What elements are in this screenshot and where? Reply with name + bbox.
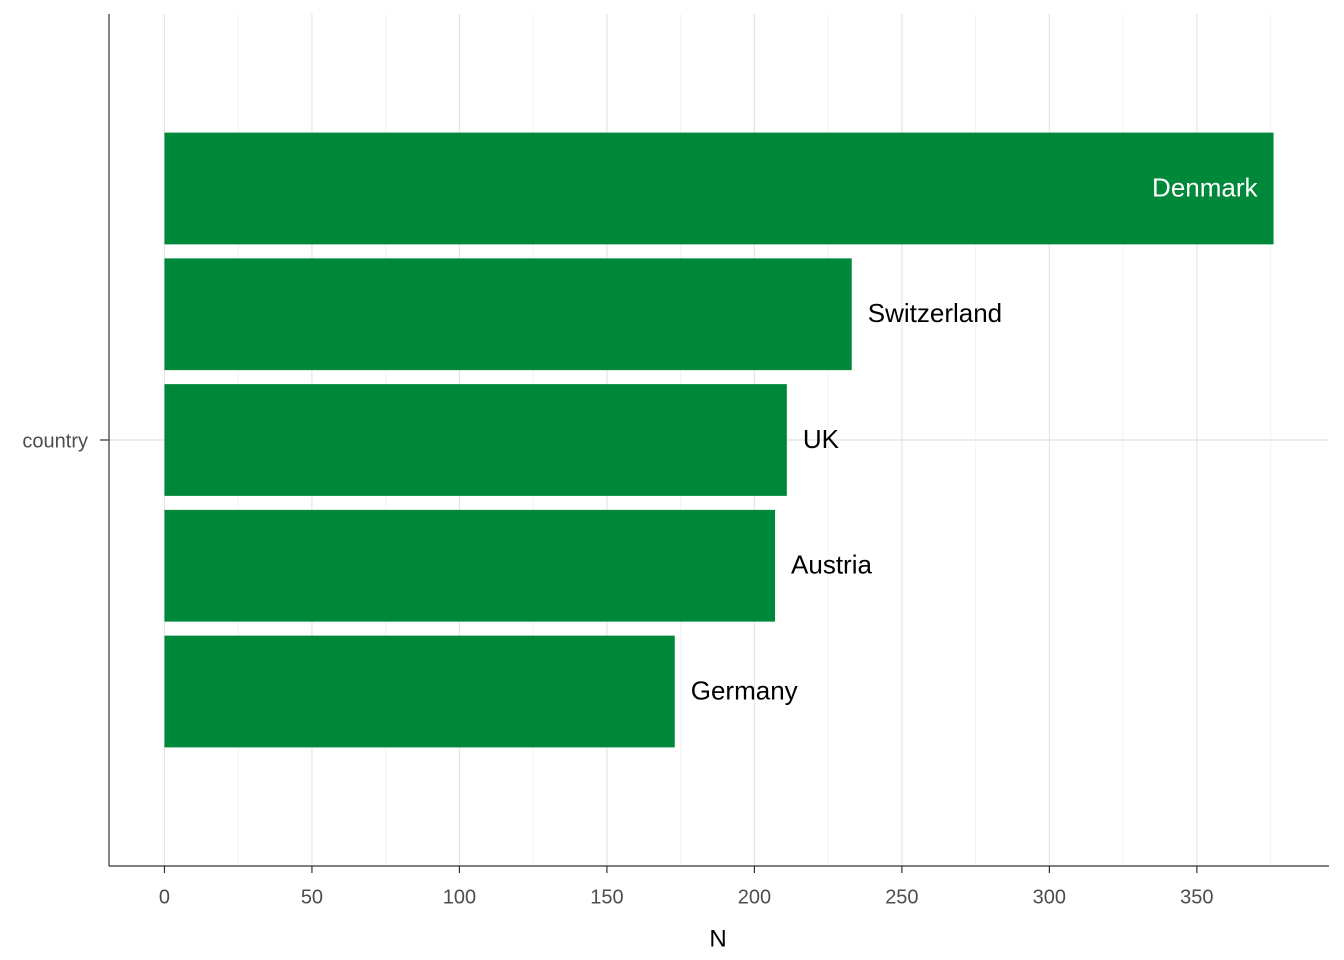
x-tick-label: 50 — [301, 886, 323, 908]
x-tick-label: 0 — [159, 886, 170, 908]
x-tick-label: 250 — [885, 886, 918, 908]
bar — [164, 132, 1274, 245]
bar — [164, 258, 852, 371]
bar — [164, 384, 787, 496]
x-tick-label: 100 — [443, 886, 476, 908]
x-axis-label: N — [709, 925, 726, 952]
x-tick-label: 150 — [590, 886, 623, 908]
bar — [164, 509, 776, 622]
bar-label: Denmark — [1152, 172, 1258, 202]
bar-label: Austria — [791, 550, 872, 580]
x-tick-label: 350 — [1180, 886, 1213, 908]
bar-label: Switzerland — [868, 298, 1002, 328]
x-tick-label: 300 — [1033, 886, 1066, 908]
bar — [164, 635, 675, 748]
y-tick-label: country — [22, 430, 88, 452]
x-tick-label: 200 — [738, 886, 771, 908]
bar-label: UK — [803, 424, 840, 454]
bar-label: Germany — [691, 675, 798, 705]
